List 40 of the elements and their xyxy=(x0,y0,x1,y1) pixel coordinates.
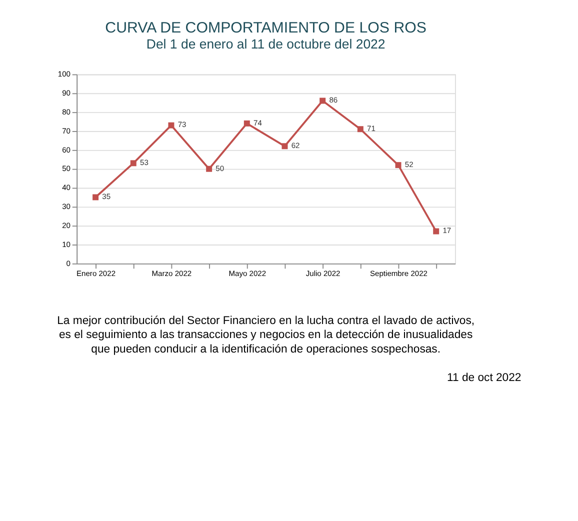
data-label: 62 xyxy=(291,141,300,150)
point xyxy=(357,126,364,132)
point xyxy=(282,143,288,150)
data-label: 17 xyxy=(442,226,452,236)
point xyxy=(433,228,440,234)
point xyxy=(92,194,99,200)
point xyxy=(320,98,326,104)
y-tick-label: 60 xyxy=(62,145,70,154)
y-tick-label: 80 xyxy=(62,107,70,116)
y-tick-label: 50 xyxy=(62,164,70,174)
chart-title: CURVA DE COMPORTAMIENTO DE LOS ROS xyxy=(105,20,426,37)
data-label: 71 xyxy=(367,124,376,134)
data-label: 50 xyxy=(216,164,224,173)
text: 11 de oct 2022 xyxy=(447,372,522,384)
x-tick-label: Julio 2022 xyxy=(306,269,340,278)
x-tick-label: Marzo 2022 xyxy=(152,269,192,278)
y-tick-label: 0 xyxy=(66,258,70,268)
y-tick-label: 100 xyxy=(58,70,70,79)
data-label: 86 xyxy=(329,96,338,105)
y-tick-label: 30 xyxy=(62,202,70,212)
point xyxy=(130,160,136,166)
x-tick-label: Enero 2022 xyxy=(76,269,116,278)
point xyxy=(168,122,174,128)
data-label: 35 xyxy=(102,192,111,202)
data-label: 74 xyxy=(254,118,262,128)
x-tick-label: Mayo 2022 xyxy=(228,269,266,278)
chart-subtitle: Del 1 de enero al 11 de octubre del 2022 xyxy=(146,36,386,52)
point xyxy=(395,162,402,168)
y-tick-label: 20 xyxy=(62,220,70,230)
y-tick-label: 70 xyxy=(62,126,70,136)
x-tick-label: Septiembre 2022 xyxy=(370,269,428,278)
point xyxy=(206,166,212,172)
point xyxy=(244,120,250,126)
data-label: 73 xyxy=(178,120,186,130)
y-tick-label: 40 xyxy=(62,183,70,192)
data-label: 52 xyxy=(404,160,414,169)
y-tick-label: 90 xyxy=(62,88,70,98)
text: La mejor contribución del Sector Financiero en la lucha contra el lavado de activos, es el seguimiento a las transacciones y negocios en la detección de inusualidades que pueden conducir a la identificación de operaciones sospechosas. xyxy=(57,315,475,356)
y-tick-label: 10 xyxy=(62,240,70,249)
data-label: 53 xyxy=(140,158,148,168)
